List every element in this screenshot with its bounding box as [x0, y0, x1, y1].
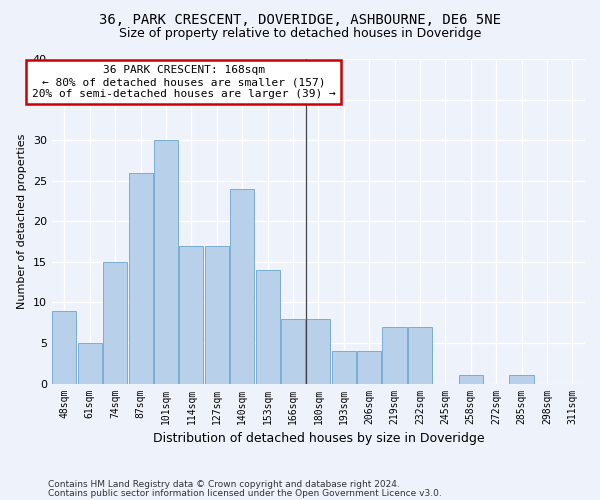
Bar [179, 246, 203, 384]
Text: Size of property relative to detached houses in Doveridge: Size of property relative to detached ho… [119, 28, 481, 40]
Text: Contains HM Land Registry data © Crown copyright and database right 2024.: Contains HM Land Registry data © Crown c… [48, 480, 400, 489]
Bar [281, 318, 305, 384]
Text: 36 PARK CRESCENT: 168sqm
← 80% of detached houses are smaller (157)
20% of semi-: 36 PARK CRESCENT: 168sqm ← 80% of detach… [32, 66, 335, 98]
Bar [509, 376, 533, 384]
Y-axis label: Number of detached properties: Number of detached properties [17, 134, 27, 309]
Bar [103, 262, 127, 384]
Bar [154, 140, 178, 384]
Bar [256, 270, 280, 384]
Bar [230, 189, 254, 384]
Bar [382, 327, 407, 384]
Bar [78, 343, 102, 384]
Bar [205, 246, 229, 384]
X-axis label: Distribution of detached houses by size in Doveridge: Distribution of detached houses by size … [152, 432, 484, 445]
Bar [128, 172, 152, 384]
Bar [52, 310, 76, 384]
Text: Contains public sector information licensed under the Open Government Licence v3: Contains public sector information licen… [48, 489, 442, 498]
Text: 36, PARK CRESCENT, DOVERIDGE, ASHBOURNE, DE6 5NE: 36, PARK CRESCENT, DOVERIDGE, ASHBOURNE,… [99, 12, 501, 26]
Bar [458, 376, 483, 384]
Bar [357, 351, 381, 384]
Bar [332, 351, 356, 384]
Bar [307, 318, 331, 384]
Bar [408, 327, 432, 384]
